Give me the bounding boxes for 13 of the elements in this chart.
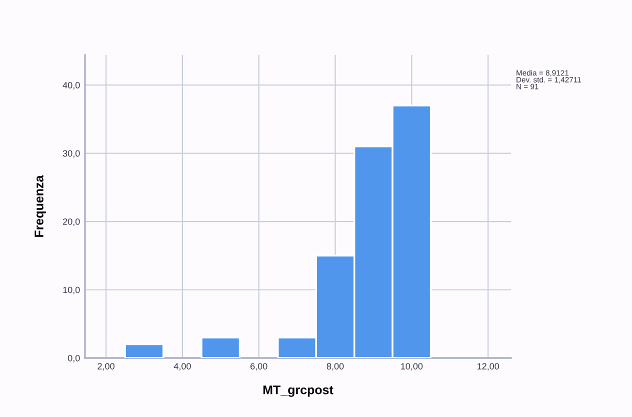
x-tick-label: 6,00 <box>250 363 268 371</box>
y-tick-label: 30,0 <box>62 150 80 158</box>
x-tick-label: 10,00 <box>401 363 423 371</box>
y-tick-label: 0,0 <box>68 354 80 362</box>
x-tick-label: 4,00 <box>174 363 191 371</box>
y-axis-title: Frequenza <box>34 175 46 237</box>
y-tick-label: 40,0 <box>62 82 80 90</box>
x-tick-label: 2,00 <box>98 363 114 371</box>
y-tick-label: 20,0 <box>63 218 80 226</box>
y-tick-label: 10,0 <box>63 286 80 294</box>
x-axis-title: MT_grcpost <box>263 386 334 397</box>
x-tick-label: 8,00 <box>326 363 344 371</box>
x-tick-label: 12,00 <box>477 363 500 371</box>
